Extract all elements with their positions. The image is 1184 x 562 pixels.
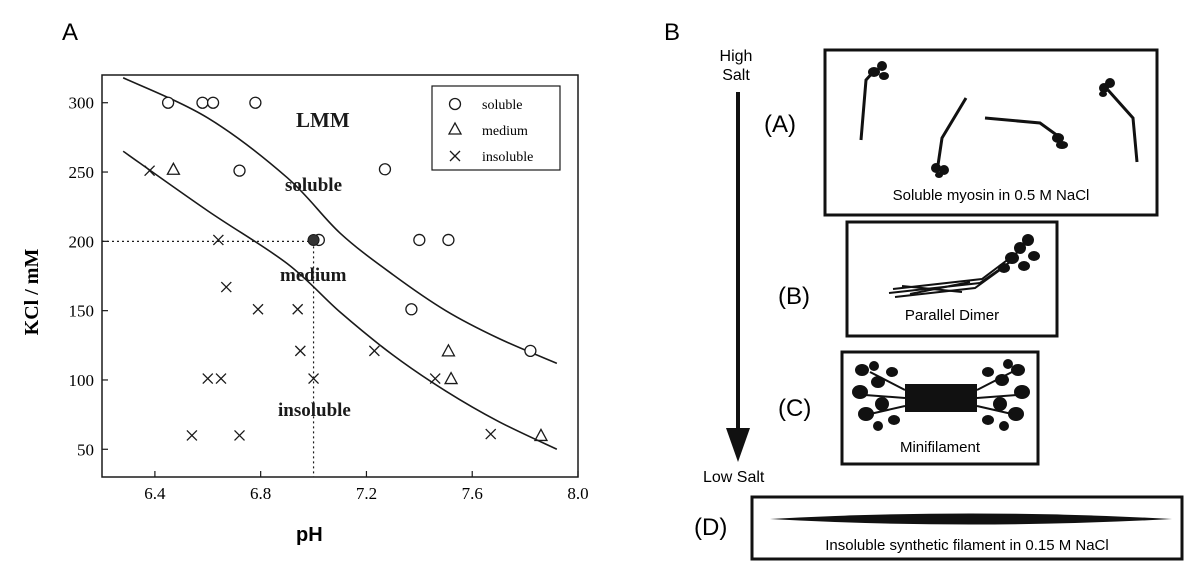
y-tick-label: 50	[77, 440, 94, 459]
insoluble-point	[308, 373, 320, 385]
minifilament-core-icon	[905, 384, 977, 412]
insoluble-point	[144, 165, 156, 177]
insoluble-point	[429, 373, 441, 385]
insoluble-point	[234, 429, 245, 441]
x-tick-label: 6.8	[250, 484, 271, 503]
region-label-medium: medium	[280, 265, 347, 286]
y-tick-label: 100	[69, 371, 95, 390]
synthetic-filament-icon	[770, 513, 1172, 525]
x-tick-label: 7.6	[462, 484, 483, 503]
insoluble-point	[252, 303, 264, 315]
state-d-box: Insoluble synthetic filament in 0.15 M N…	[750, 495, 1184, 561]
x-tick-label: 7.2	[356, 484, 377, 503]
insoluble-point	[220, 281, 232, 293]
state-b-tag: (B)	[778, 283, 810, 310]
insoluble-point	[292, 303, 304, 315]
legend: soluble medium insoluble	[431, 85, 561, 171]
insoluble-point	[485, 428, 497, 440]
medium-point	[441, 343, 456, 357]
legend-insoluble-marker	[449, 150, 461, 162]
boundary-curve-lower	[122, 150, 558, 450]
boundary-lines	[122, 77, 558, 450]
soluble-point	[206, 96, 220, 109]
soluble-point	[233, 164, 246, 177]
x-axis-label: pH	[296, 524, 323, 546]
legend-soluble-marker	[448, 97, 462, 111]
state-b-caption: Parallel Dimer	[905, 307, 999, 324]
region-label-soluble: soluble	[285, 175, 342, 196]
soluble-point	[249, 96, 262, 109]
dimer-heads-icon	[998, 234, 1040, 273]
state-a-caption: Soluble myosin in 0.5 M NaCl	[893, 187, 1090, 204]
salt-gradient-arrow-head	[726, 428, 750, 462]
y-tick-label: 150	[69, 302, 95, 321]
insoluble-point	[212, 234, 224, 246]
insoluble-point	[186, 429, 198, 441]
x-ticks: 6.4 6.8 7.2 7.6 8.0	[144, 471, 589, 503]
minifilament-tails-icon	[864, 371, 1018, 415]
y-tick-label: 250	[69, 163, 95, 182]
reference-lines	[102, 240, 315, 477]
region-label-lmm: LMM	[296, 108, 350, 132]
panel-a-chart: 6.4 6.8 7.2 7.6 8.0 50 100 150 200 250 300 LMM so…	[21, 74, 589, 546]
insoluble-point	[368, 345, 380, 357]
legend-medium-label: medium	[482, 124, 528, 139]
soluble-point	[196, 96, 209, 109]
y-ticks: 50 100 150 200 250 300	[69, 94, 108, 459]
insoluble-point	[202, 373, 214, 385]
reference-point	[307, 233, 320, 246]
insoluble-point	[294, 345, 306, 357]
soluble-point	[442, 233, 455, 247]
state-c-caption: Minifilament	[900, 439, 981, 456]
panel-b-label: B	[664, 19, 680, 46]
y-tick-label: 300	[69, 94, 95, 113]
medium-point	[166, 161, 181, 175]
state-c-tag: (C)	[778, 395, 811, 422]
panel-a-label: A	[62, 19, 78, 46]
high-salt-label-line2: Salt	[722, 67, 750, 84]
medium-point	[533, 428, 549, 442]
y-axis-label: KCl / mM	[21, 249, 43, 336]
legend-box	[431, 85, 561, 171]
minifilament-heads-icon	[852, 359, 1030, 431]
state-d-caption: Insoluble synthetic filament in 0.15 M N…	[825, 537, 1108, 554]
myosin-head-icons	[868, 61, 1115, 178]
low-salt-label: Low Salt	[703, 469, 765, 486]
soluble-point	[405, 303, 418, 316]
state-a-box: Soluble myosin in 0.5 M NaCl	[823, 48, 1159, 217]
high-salt-label-line1: High	[720, 48, 753, 65]
soluble-point	[413, 233, 426, 247]
x-tick-label: 8.0	[567, 484, 588, 503]
state-b-box: Parallel Dimer	[845, 220, 1059, 338]
medium-point	[443, 371, 459, 385]
state-c-box: Minifilament	[840, 350, 1040, 466]
soluble-point	[161, 96, 175, 109]
data-markers	[144, 96, 549, 442]
plot-frame	[101, 74, 579, 478]
legend-medium-marker	[447, 121, 463, 135]
dimer-icon	[888, 251, 1019, 298]
x-tick-label: 6.4	[144, 484, 166, 503]
soluble-point	[524, 344, 537, 358]
state-a-tag: (A)	[764, 111, 796, 138]
y-tick-label: 200	[69, 232, 95, 251]
region-label-insoluble: insoluble	[278, 400, 351, 421]
state-b-frame	[845, 220, 1059, 338]
boundary-curve-upper	[122, 77, 558, 365]
legend-insoluble-label: insoluble	[482, 150, 533, 165]
soluble-point	[378, 163, 392, 176]
insoluble-point	[215, 373, 227, 385]
state-d-frame	[750, 495, 1184, 561]
legend-soluble-label: soluble	[482, 98, 522, 113]
state-d-tag: (D)	[694, 514, 727, 541]
